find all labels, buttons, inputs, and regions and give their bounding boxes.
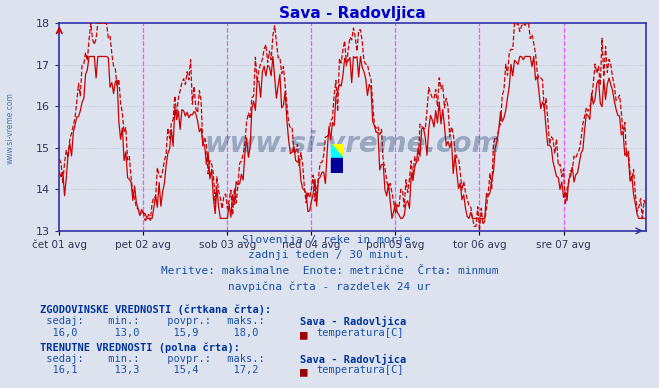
Text: Sava - Radovljica: Sava - Radovljica (300, 316, 406, 327)
Text: povpr.:: povpr.: (161, 354, 212, 364)
Polygon shape (331, 158, 343, 173)
Title: Sava - Radovljica: Sava - Radovljica (279, 6, 426, 21)
Text: ■: ■ (300, 328, 307, 341)
Text: min.:: min.: (102, 316, 140, 326)
Text: sedaj:: sedaj: (40, 316, 83, 326)
Text: www.si-vreme.com: www.si-vreme.com (5, 92, 14, 164)
Text: ZGODOVINSKE VREDNOSTI (črtkana črta):: ZGODOVINSKE VREDNOSTI (črtkana črta): (40, 305, 271, 315)
Text: 16,1: 16,1 (40, 365, 77, 376)
Text: 18,0: 18,0 (221, 328, 258, 338)
Text: maks.:: maks.: (221, 354, 264, 364)
Text: www.si-vreme.com: www.si-vreme.com (204, 130, 501, 158)
Text: 16,0: 16,0 (40, 328, 77, 338)
Text: povpr.:: povpr.: (161, 316, 212, 326)
Text: maks.:: maks.: (221, 316, 264, 326)
Polygon shape (331, 144, 343, 158)
Text: Meritve: maksimalne  Enote: metrične  Črta: minmum: Meritve: maksimalne Enote: metrične Črta… (161, 266, 498, 276)
Text: sedaj:: sedaj: (40, 354, 83, 364)
Text: Slovenija / reke in morje.: Slovenija / reke in morje. (242, 235, 417, 245)
Text: TRENUTNE VREDNOSTI (polna črta):: TRENUTNE VREDNOSTI (polna črta): (40, 342, 239, 353)
Text: min.:: min.: (102, 354, 140, 364)
Text: 17,2: 17,2 (221, 365, 258, 376)
Text: 13,3: 13,3 (102, 365, 140, 376)
Text: ■: ■ (300, 365, 307, 379)
Text: zadnji teden / 30 minut.: zadnji teden / 30 minut. (248, 250, 411, 260)
Text: 13,0: 13,0 (102, 328, 140, 338)
Text: navpična črta - razdelek 24 ur: navpična črta - razdelek 24 ur (228, 281, 431, 292)
Text: temperatura[C]: temperatura[C] (316, 328, 404, 338)
Polygon shape (331, 144, 343, 158)
Text: 15,9: 15,9 (161, 328, 199, 338)
Text: Sava - Radovljica: Sava - Radovljica (300, 354, 406, 365)
Text: 15,4: 15,4 (161, 365, 199, 376)
Text: temperatura[C]: temperatura[C] (316, 365, 404, 376)
